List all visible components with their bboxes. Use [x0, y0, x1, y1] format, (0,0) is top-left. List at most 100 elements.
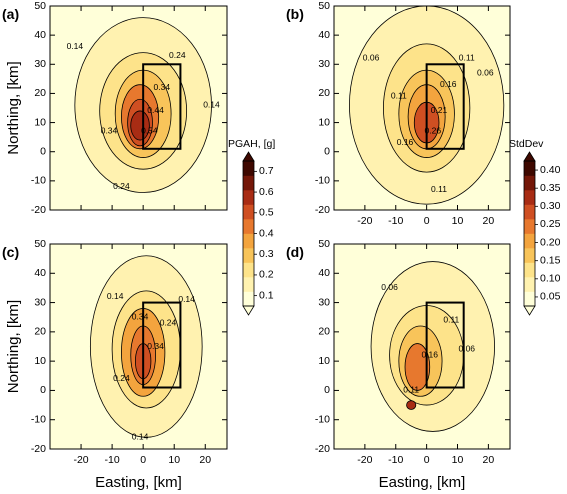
y-tick-label: -20 — [315, 204, 330, 216]
colorbar-tick-label: 0.6 — [259, 186, 274, 198]
x-tick-label: 0 — [424, 454, 430, 466]
x-tick-label: -10 — [105, 454, 120, 466]
y-axis-label: Northing, [km] — [5, 300, 22, 393]
contour-label: 0.24 — [160, 317, 177, 327]
colorbar-swatch — [243, 204, 254, 220]
contour-label: 0.24 — [113, 181, 130, 191]
y-tick-label: 40 — [34, 267, 46, 279]
panel-a: 0.14 0.24 0.24 0.14 0.34 0.34 0.44 0.54 -20 -10 0 1… — [2, 0, 228, 216]
panel-label: (b) — [286, 6, 304, 22]
colorbar-swatch — [243, 233, 254, 249]
x-tick-label: 20 — [483, 454, 495, 466]
y-tick-label: 50 — [34, 0, 46, 12]
contour-label: 0.11 — [391, 91, 407, 101]
colorbar-tick-label: 0.35 — [540, 182, 561, 194]
colorbar-top-triangle — [242, 151, 255, 162]
contour-label: 0.11 — [459, 53, 475, 63]
colorbar-swatch — [524, 277, 535, 292]
contour-label: 0.34 — [132, 311, 149, 321]
colorbar-swatch — [243, 175, 254, 191]
y-tick-label: 40 — [318, 29, 330, 41]
colorbar-2: 0.05 0.10 0.15 0.20 0.25 0.30 0.35 0.40 StdDev — [509, 138, 561, 316]
colorbar-1: 0.1 0.2 0.3 0.4 0.5 0.6 0.7 PGAH, [g] — [228, 138, 275, 316]
panel-b: 0.060.060.110.110.110.160.160.210.26-20-… — [286, 0, 511, 227]
contour-level-4 — [406, 400, 417, 410]
y-tick-label: -20 — [315, 443, 330, 455]
colorbar-swatch — [243, 291, 254, 307]
contour-label: 0.34 — [154, 82, 171, 92]
panel-c: 0.14 0.14 0.24 0.24 0.34 0.34 0.14 -20 -10 0 10 20 3… — [2, 238, 228, 491]
panel-label: (a) — [2, 6, 19, 22]
y-tick-label: 20 — [34, 87, 46, 99]
colorbar-swatch — [524, 233, 535, 249]
colorbar-bottom-triangle — [242, 305, 255, 316]
x-tick-label: 0 — [424, 215, 430, 227]
y-tick-label: -20 — [31, 204, 46, 216]
contour-label: 0.06 — [381, 282, 398, 292]
colorbar-bottom-triangle — [523, 305, 536, 316]
y-tick-label: 30 — [34, 58, 46, 70]
x-tick-label: 10 — [452, 454, 464, 466]
x-tick-label: 20 — [199, 454, 211, 466]
y-tick-label: 0 — [40, 384, 46, 396]
x-axis-label: Easting, [km] — [95, 474, 182, 491]
y-tick-label: 0 — [324, 145, 330, 157]
plot-frame — [49, 5, 228, 211]
colorbar-tick-label: 0.05 — [540, 291, 561, 303]
plot-frame — [49, 243, 228, 450]
colorbar-tick-label: 0.4 — [259, 227, 274, 239]
y-tick-label: -10 — [315, 175, 330, 187]
y-tick-label: 10 — [318, 355, 330, 367]
y-tick-label: 0 — [324, 384, 330, 396]
contour-level-5 — [130, 110, 150, 141]
y-tick-label: 30 — [34, 296, 46, 308]
x-tick-label: -20 — [357, 215, 372, 227]
plot-frame — [333, 5, 511, 211]
colorbar-swatch — [524, 219, 535, 234]
colorbar-swatch — [243, 219, 254, 234]
contour-label: 0.14 — [107, 291, 124, 301]
x-tick-label: -10 — [388, 215, 403, 227]
y-tick-label: -10 — [315, 413, 330, 425]
contour-label: 0.24 — [113, 373, 130, 383]
contour-label: 0.54 — [141, 126, 158, 136]
contour-label: 0.16 — [421, 350, 438, 360]
colorbar-swatch — [524, 248, 535, 263]
colorbar-tick-label: 0.15 — [540, 254, 561, 266]
colorbar-tick-label: 0.30 — [540, 200, 561, 212]
contour-label: 0.11 — [431, 184, 447, 194]
colorbar-swatch — [524, 262, 535, 278]
y-tick-label: 40 — [318, 267, 330, 279]
colorbar-tick-label: 0.2 — [259, 269, 274, 281]
contour-label: 0.06 — [363, 53, 380, 63]
contour-label: 0.14 — [132, 432, 149, 442]
contour-label: 0.16 — [440, 79, 457, 89]
colorbar-frame — [523, 160, 536, 307]
y-tick-label: -10 — [31, 413, 46, 425]
colorbar-title: StdDev — [509, 138, 544, 150]
colorbar-tick-label: 0.20 — [540, 236, 561, 248]
panel-label: (d) — [286, 244, 304, 260]
colorbar-tick-label: 0.1 — [259, 289, 274, 301]
plot-frame — [333, 243, 511, 450]
contour-label: 0.14 — [67, 41, 84, 51]
colorbar-swatch — [243, 277, 254, 292]
contour-label: 0.26 — [425, 126, 442, 136]
colorbar-swatch — [524, 161, 535, 176]
y-axis-label: Northing, [km] — [5, 61, 22, 154]
colorbar-tick-label: 0.7 — [259, 165, 274, 177]
contour-label: 0.14 — [178, 294, 195, 304]
colorbar-title: PGAH, [g] — [228, 138, 275, 150]
contour-level-3 — [404, 343, 431, 391]
x-tick-label: 10 — [168, 454, 180, 466]
colorbar-swatch — [243, 190, 254, 205]
y-tick-label: 30 — [318, 58, 330, 70]
colorbar-swatch — [524, 190, 535, 205]
y-tick-label: -10 — [31, 175, 46, 187]
contour-label: 0.34 — [101, 126, 118, 136]
colorbar-tick-label: 0.5 — [259, 207, 274, 219]
x-tick-label: -20 — [357, 454, 372, 466]
contour-label: 0.44 — [147, 105, 164, 115]
fault-rectangle — [142, 63, 182, 150]
